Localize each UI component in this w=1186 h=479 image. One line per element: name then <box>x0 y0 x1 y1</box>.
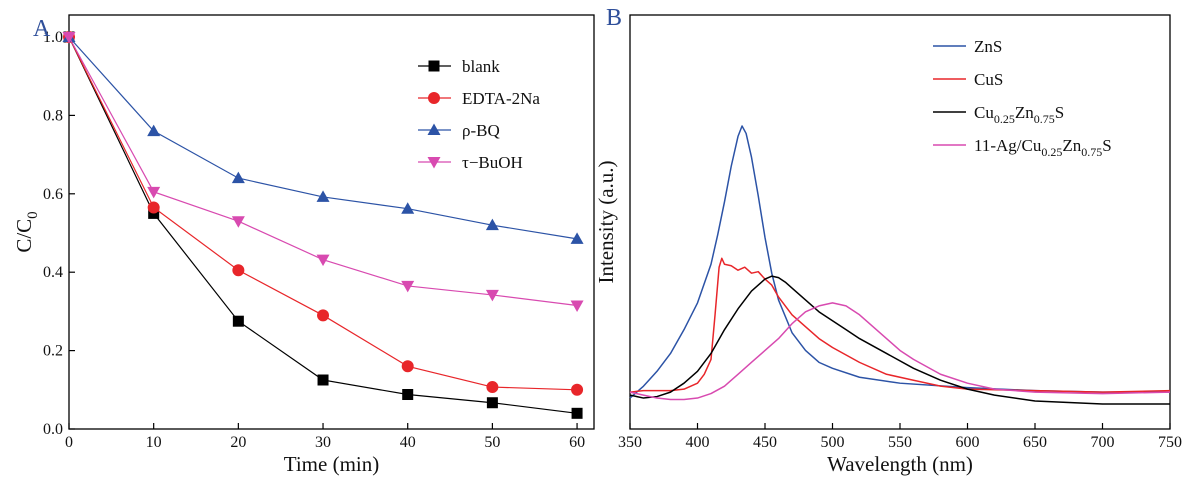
x-tick-label: 60 <box>569 434 585 451</box>
spectrum-line <box>629 257 1171 393</box>
plot-frame <box>629 14 1171 430</box>
legend-label: EDTA-2Na <box>462 89 540 108</box>
x-tick-label: 0 <box>65 434 73 451</box>
data-point <box>316 254 330 267</box>
panel-b: 350 400 450 500 550 600 650 700 750 B Wavelength (… <box>594 5 1182 476</box>
data-point <box>232 264 245 277</box>
y-tick-label: 1.0 <box>43 29 63 46</box>
legend-label: ρ-BQ <box>462 121 500 140</box>
legend-label: blank <box>462 57 500 76</box>
legend-label: ZnS <box>974 37 1002 56</box>
legend-label: CuS <box>974 70 1003 89</box>
x-tick-label: 40 <box>400 434 416 451</box>
x-tick-label: 550 <box>888 434 912 451</box>
x-tick-label: 50 <box>484 434 500 451</box>
series-3: τ−BuOH <box>62 32 584 313</box>
data-point <box>401 202 415 214</box>
legend-label-part: CuS <box>974 70 1003 89</box>
spectrum-line <box>629 275 1170 405</box>
series-0: Zn S <box>629 37 1170 399</box>
legend-label-part: ZnS <box>974 37 1002 56</box>
data-point <box>401 360 414 373</box>
series-3: 11-Ag/Cu0.25​Zn0.75​S <box>629 136 1171 401</box>
data-point <box>570 300 584 313</box>
legend-label-part: S <box>1102 136 1111 155</box>
data-point <box>570 232 584 244</box>
x-tick-label: 500 <box>821 434 845 451</box>
data-point <box>147 186 161 199</box>
data-point <box>232 315 244 327</box>
legend-marker <box>427 123 441 135</box>
panel-a: 0 10 20 30 40 50 60 0.0 0.2 0.4 0.6 0.8 1.0A Time (mi… <box>12 14 595 476</box>
legend-marker <box>427 157 441 169</box>
x-tick-label: 10 <box>146 434 162 451</box>
data-point <box>485 218 499 231</box>
legend-label-part: 11-Ag/Cu <box>974 136 1042 155</box>
data-point <box>231 171 245 184</box>
data-point <box>401 280 415 293</box>
data-point <box>485 289 499 302</box>
x-tick-label: 600 <box>956 434 980 451</box>
series-1: Cu S <box>629 70 1171 393</box>
data-point <box>62 32 76 44</box>
data-point <box>486 381 499 394</box>
y-tick-label: 0.2 <box>43 343 63 360</box>
series-2: ρ-BQ <box>62 30 584 244</box>
legend-label-part: Zn <box>1062 136 1081 155</box>
spectrum-line <box>629 125 1170 399</box>
series-2: Cu0.25​Zn0.75​S <box>629 103 1170 405</box>
panel-label: B <box>606 5 622 31</box>
x-tick-label: 750 <box>1158 434 1182 451</box>
legend-label: 11-Ag/Cu0.25​Zn0.75​S <box>974 136 1112 159</box>
legend-label-part: S <box>1055 103 1064 122</box>
x-tick-label: 350 <box>618 434 642 451</box>
x-tick-label: 650 <box>1023 434 1047 451</box>
y-tick-label: 0.6 <box>43 186 63 203</box>
y-axis-label-subscript: 0 <box>25 211 41 219</box>
data-point <box>231 216 245 228</box>
x-tick-label: 20 <box>230 434 246 451</box>
legend-marker <box>428 92 440 104</box>
panel-label: A <box>33 16 51 42</box>
x-axis-label: Time (min) <box>284 452 379 476</box>
data-point <box>486 397 498 409</box>
data-point <box>317 309 330 322</box>
y-tick-label: 0.4 <box>43 264 63 281</box>
legend-label-part: Cu <box>974 103 994 122</box>
data-point <box>147 124 161 137</box>
data-point <box>571 407 583 419</box>
x-tick-label: 450 <box>753 434 777 451</box>
legend-label-subscript: 0.25 <box>994 112 1015 126</box>
legend-label: Cu0.25​Zn0.75​S <box>974 103 1064 126</box>
y-axis-label-main: C/C <box>12 219 36 253</box>
x-tick-label: 700 <box>1091 434 1115 451</box>
y-tick-label: 0.8 <box>43 107 63 124</box>
x-tick-label: 30 <box>315 434 331 451</box>
data-point <box>147 201 160 214</box>
y-tick-label: 0.0 <box>43 421 63 438</box>
series-1: EDTA-2Na <box>63 31 584 396</box>
data-point <box>317 374 329 386</box>
plot-frame <box>68 14 595 430</box>
data-point <box>571 383 584 396</box>
data-point <box>402 389 414 401</box>
y-axis-label: C/C0 <box>12 211 41 252</box>
legend-label-subscript: 0.25 <box>1041 145 1062 159</box>
legend-label-part: Zn <box>1015 103 1034 122</box>
x-axis-label: Wavelength (nm) <box>827 452 973 476</box>
series-line <box>68 36 578 240</box>
legend-label-subscript: 0.75 <box>1081 145 1102 159</box>
x-tick-label: 400 <box>686 434 710 451</box>
y-axis-label: Intensity (a.u.) <box>594 160 618 283</box>
spectrum-line <box>629 302 1171 401</box>
legend-label-subscript: 0.75 <box>1034 112 1055 126</box>
legend-marker <box>428 60 440 72</box>
data-point <box>316 190 330 202</box>
legend-label: τ−BuOH <box>462 153 523 172</box>
